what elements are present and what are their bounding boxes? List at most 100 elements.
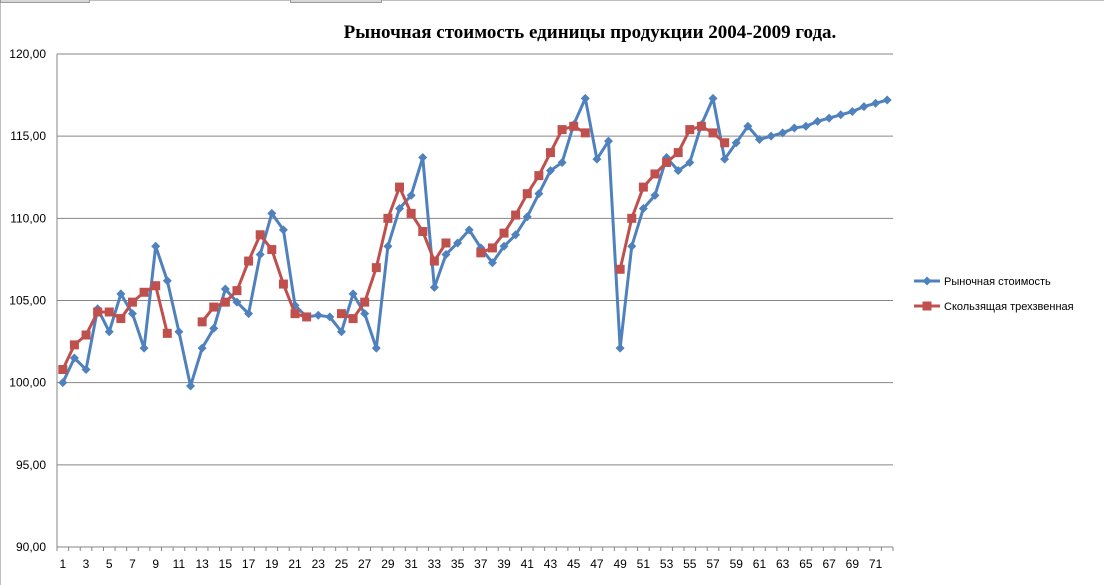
y-tick-label: 115,00: [10, 129, 46, 143]
data-point: [244, 256, 254, 266]
data-point: [708, 93, 718, 103]
data-point: [534, 171, 544, 181]
data-point: [476, 248, 486, 258]
data-point: [754, 134, 764, 144]
data-point: [209, 302, 219, 312]
data-point: [487, 258, 497, 268]
data-point: [871, 98, 881, 108]
x-tick-label: 9: [152, 557, 159, 571]
data-point: [638, 182, 648, 192]
data-point: [267, 245, 277, 255]
data-point: [383, 241, 393, 251]
data-point: [429, 256, 439, 266]
gridlines: [57, 53, 893, 548]
data-point: [580, 128, 590, 138]
data-point: [383, 213, 393, 223]
data-point: [766, 131, 776, 141]
data-point: [580, 93, 590, 103]
data-point: [69, 353, 79, 363]
data-point: [638, 203, 648, 213]
legend: Рыночная стоимость Скользящая трехзвенная: [914, 276, 1074, 313]
data-point: [162, 328, 172, 338]
x-tick-label: 51: [637, 557, 651, 571]
x-tick-label: 37: [474, 557, 488, 571]
data-point: [429, 282, 439, 292]
data-point: [151, 281, 161, 291]
data-point: [627, 213, 637, 223]
data-point: [534, 189, 544, 199]
data-point: [104, 307, 114, 317]
data-point: [371, 343, 381, 353]
data-point: [650, 169, 660, 179]
data-point: [545, 148, 555, 158]
data-point: [255, 249, 265, 259]
y-tick-label: 105,00: [9, 294, 46, 308]
data-point: [557, 125, 567, 135]
x-tick-label: 47: [590, 557, 604, 571]
series-layer: [58, 93, 892, 391]
data-point: [395, 182, 405, 192]
data-point: [127, 309, 137, 319]
data-point: [371, 263, 381, 273]
x-tick-label: 19: [265, 557, 279, 571]
data-point: [522, 189, 532, 199]
x-tick-label: 49: [613, 557, 627, 571]
data-point: [244, 309, 254, 319]
data-point: [511, 210, 521, 220]
data-point: [267, 208, 277, 218]
x-tick-label: 27: [358, 557, 372, 571]
legend-label: Рыночная стоимость: [944, 276, 1051, 288]
data-point: [116, 289, 126, 299]
x-tick-label: 15: [219, 557, 233, 571]
x-tick-label: 43: [544, 557, 558, 571]
data-point: [813, 116, 823, 126]
data-point: [720, 154, 730, 164]
data-point: [789, 123, 799, 133]
data-point: [696, 121, 706, 131]
data-point: [336, 327, 346, 337]
data-point: [615, 343, 625, 353]
data-point: [325, 312, 335, 322]
x-tick-label: 35: [451, 557, 465, 571]
x-tick-label: 71: [869, 557, 883, 571]
data-point: [151, 241, 161, 251]
series-line: [61, 284, 169, 371]
data-point: [348, 289, 358, 299]
data-point: [232, 286, 242, 296]
x-tick-label: 61: [753, 557, 767, 571]
data-point: [116, 314, 126, 324]
sheet-tab-strip-left: [0, 0, 90, 3]
x-tick-label: 63: [776, 557, 790, 571]
data-point: [197, 343, 207, 353]
x-tick-label: 31: [404, 557, 418, 571]
legend-marker: [922, 301, 932, 311]
data-point: [348, 314, 358, 324]
data-point: [615, 264, 625, 274]
data-point: [418, 153, 428, 163]
x-tick-label: 45: [567, 557, 581, 571]
x-tick-label: 13: [195, 557, 209, 571]
axes: 90,00 95,00 100,00 105,00 110,00 115,00 120,00…: [9, 47, 894, 571]
data-point: [673, 148, 683, 158]
legend-marker: [922, 276, 932, 286]
series-line: [618, 124, 726, 270]
data-point: [58, 378, 68, 388]
x-tick-label: 5: [106, 557, 113, 571]
data-point: [453, 238, 463, 248]
chart-title: Рыночная стоимость единицы продукции 200…: [343, 22, 837, 43]
data-point: [139, 343, 149, 353]
data-point: [720, 138, 730, 148]
data-point: [882, 95, 892, 105]
data-point: [511, 230, 521, 240]
data-point: [104, 327, 114, 337]
data-point: [395, 203, 405, 213]
y-tick-label: 100,00: [9, 376, 46, 390]
data-point: [557, 157, 567, 167]
data-point: [650, 190, 660, 200]
data-point: [662, 157, 672, 167]
data-point: [685, 125, 695, 135]
data-point: [604, 136, 614, 146]
y-tick-label: 120,00: [9, 47, 46, 61]
